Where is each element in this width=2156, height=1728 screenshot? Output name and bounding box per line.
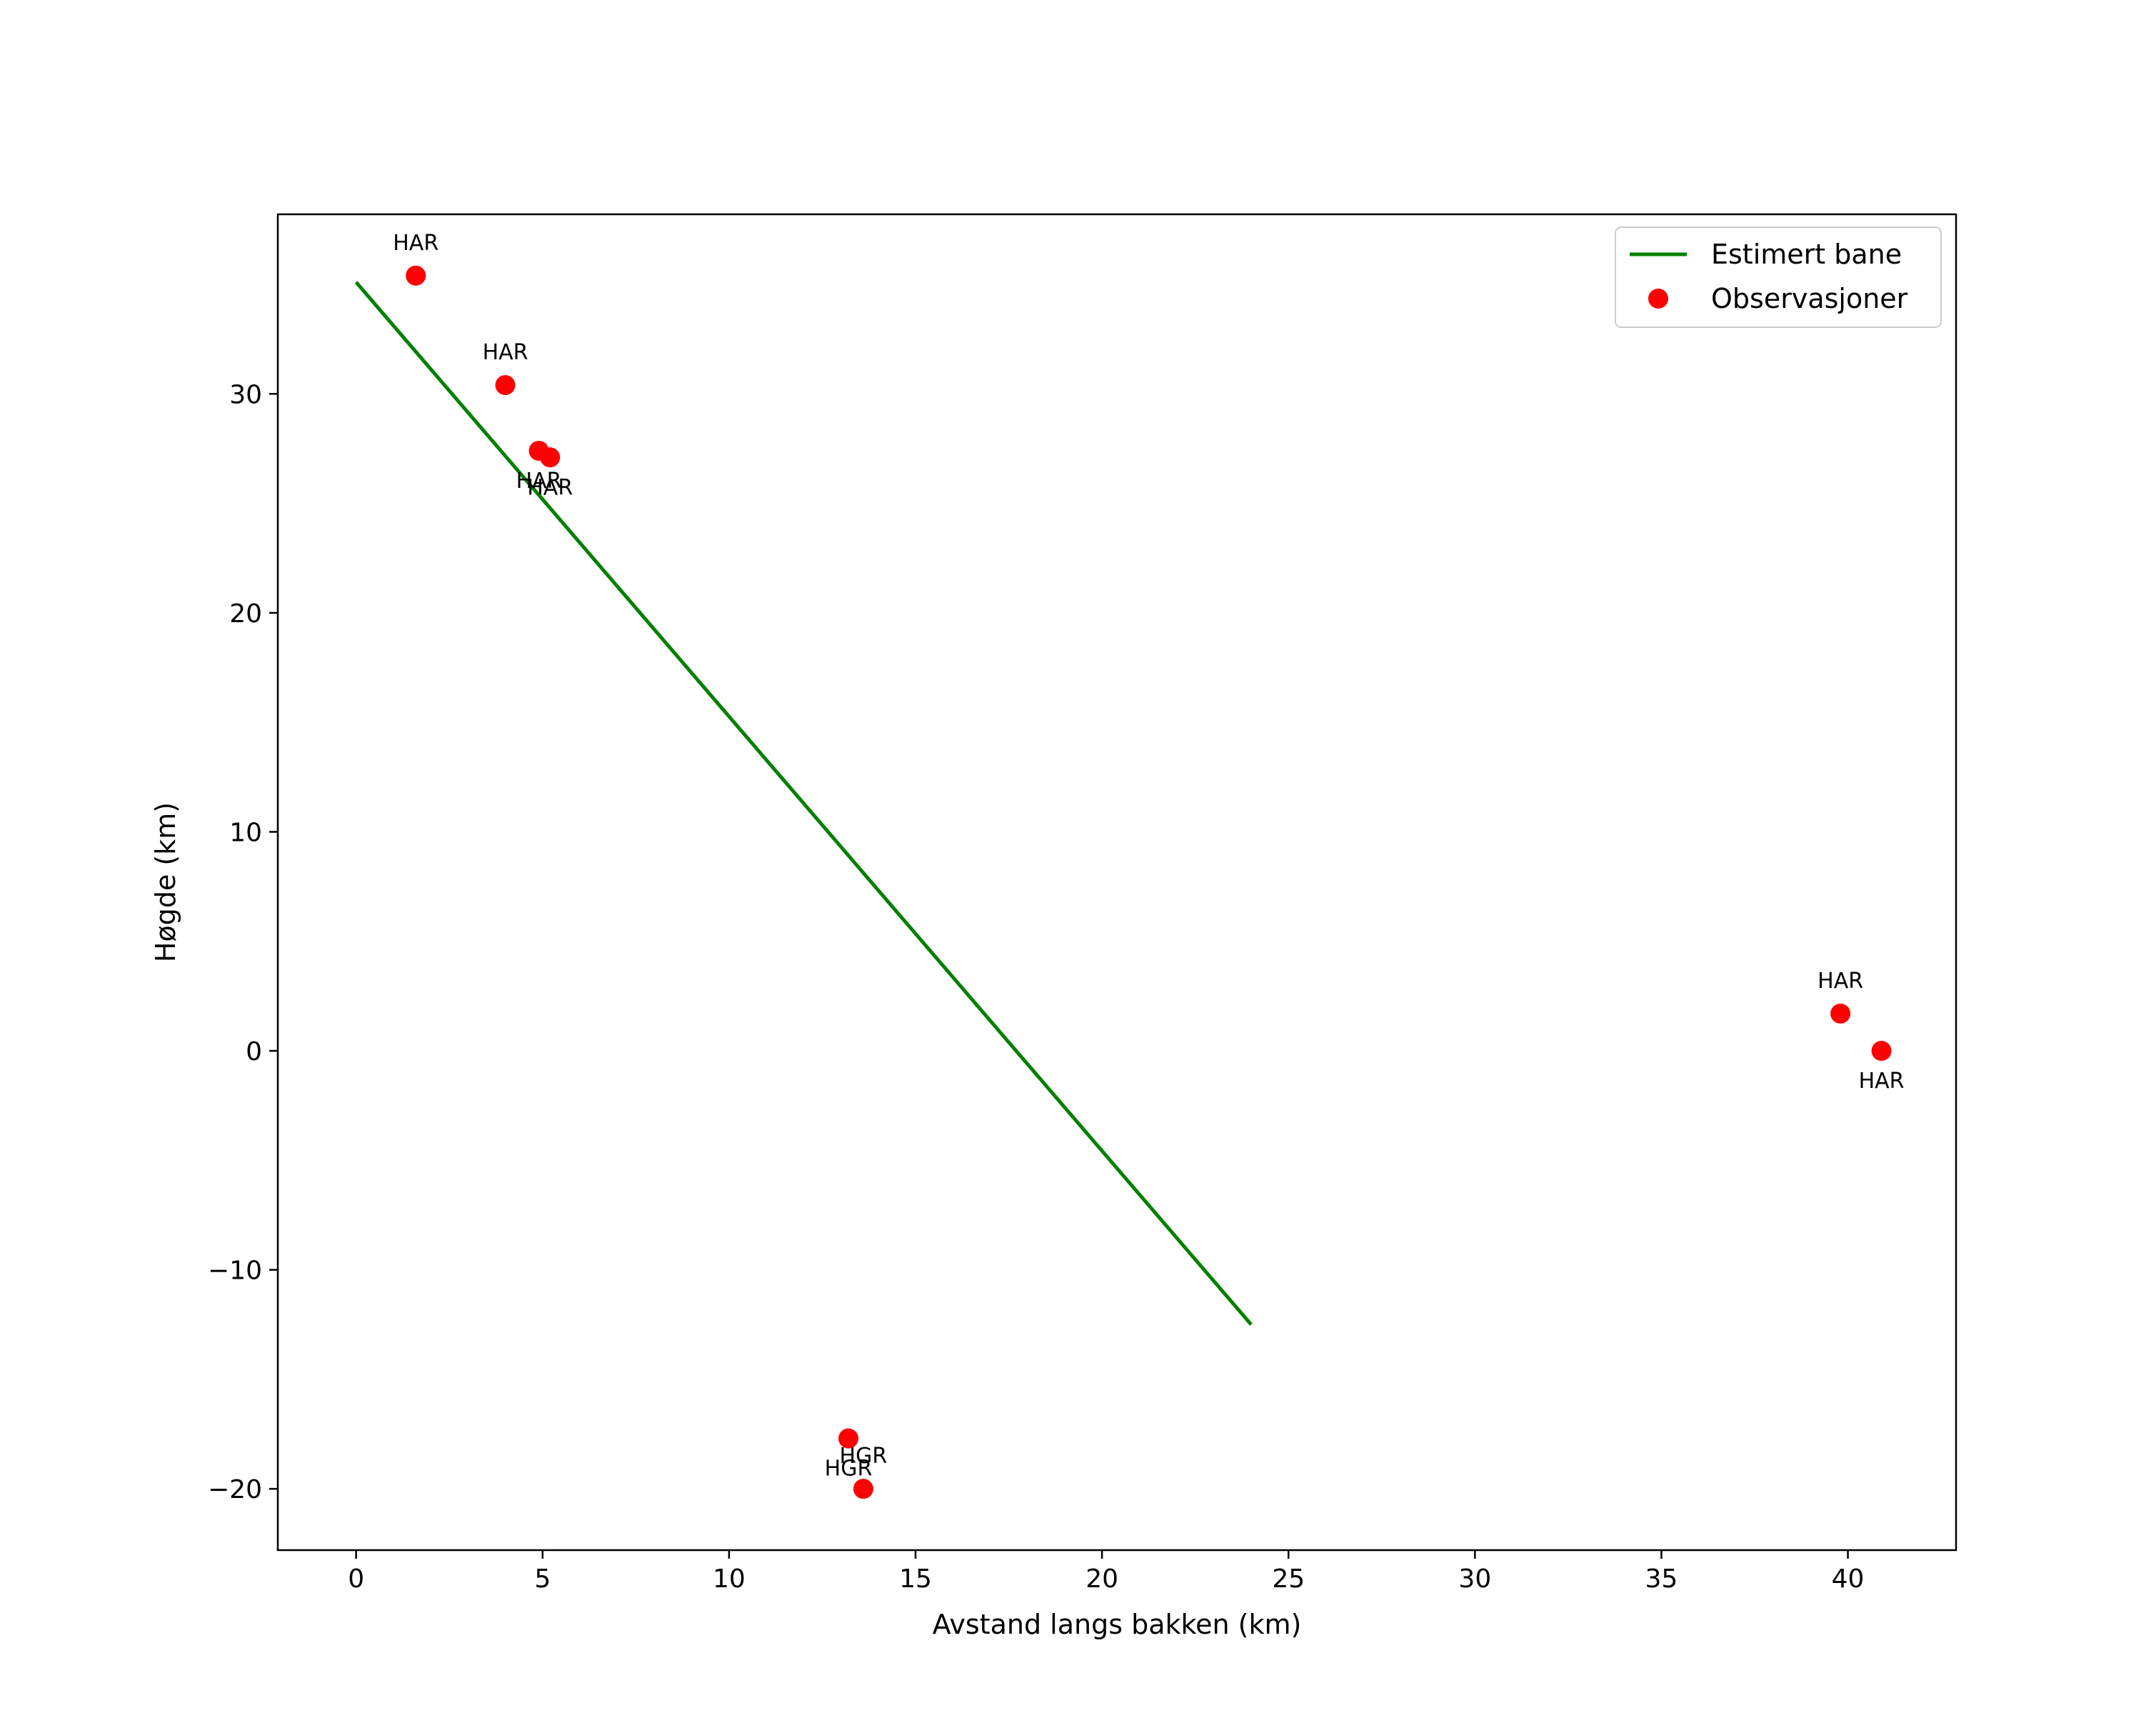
- x-tick-label: 0: [348, 1564, 364, 1594]
- observation-point: [838, 1428, 858, 1449]
- x-tick-label: 10: [713, 1564, 746, 1594]
- x-tick-label: 35: [1645, 1564, 1678, 1594]
- observation-label: HAR: [1817, 969, 1863, 994]
- observation-point: [1830, 1003, 1851, 1024]
- legend-entry-observasjoner: Observasjoner: [1711, 283, 1908, 314]
- legend-entry-estimert-bane: Estimert bane: [1711, 239, 1902, 270]
- x-tick-label: 40: [1832, 1564, 1865, 1594]
- estimert-bane-line: [354, 281, 1253, 1326]
- observation-label: HAR: [1859, 1069, 1905, 1094]
- legend: Estimert bane Observasjoner: [1615, 226, 1942, 328]
- y-tick-label: −10: [208, 1257, 262, 1286]
- plot-frame: [276, 213, 1957, 1552]
- y-tick-label: 0: [246, 1037, 262, 1067]
- x-tick-label: 20: [1085, 1564, 1118, 1594]
- y-tick-label: 20: [229, 599, 262, 629]
- observation-label: HAR: [516, 469, 562, 494]
- x-axis-label: Avstand langs bakken (km): [933, 1609, 1302, 1640]
- observation-label: HAR: [393, 231, 438, 256]
- axis-ticks: 0 5 10 15 20 25 30 35 40 −20 −10 0 10 20 30: [208, 380, 1864, 1594]
- y-axis-label: Høgde (km): [150, 802, 181, 962]
- y-tick-label: −20: [208, 1475, 262, 1504]
- y-tick-label: 10: [229, 818, 262, 847]
- legend-box: [1615, 226, 1942, 328]
- observation-point: [540, 447, 561, 468]
- observation-point: [495, 375, 516, 396]
- x-tick-label: 5: [534, 1564, 551, 1594]
- observation-point: [853, 1479, 873, 1499]
- observation-label: HGR: [840, 1444, 888, 1469]
- observation-label: HAR: [483, 340, 528, 365]
- x-tick-label: 25: [1272, 1564, 1305, 1594]
- observation-point: [1871, 1041, 1892, 1062]
- observation-label: HGR: [825, 1457, 873, 1482]
- x-tick-label: 15: [899, 1564, 932, 1594]
- legend-marker-swatch: [1648, 289, 1668, 309]
- y-tick-label: 30: [229, 380, 262, 409]
- observation-point: [406, 265, 426, 286]
- observation-label: HAR: [527, 475, 573, 500]
- x-tick-label: 30: [1458, 1564, 1491, 1594]
